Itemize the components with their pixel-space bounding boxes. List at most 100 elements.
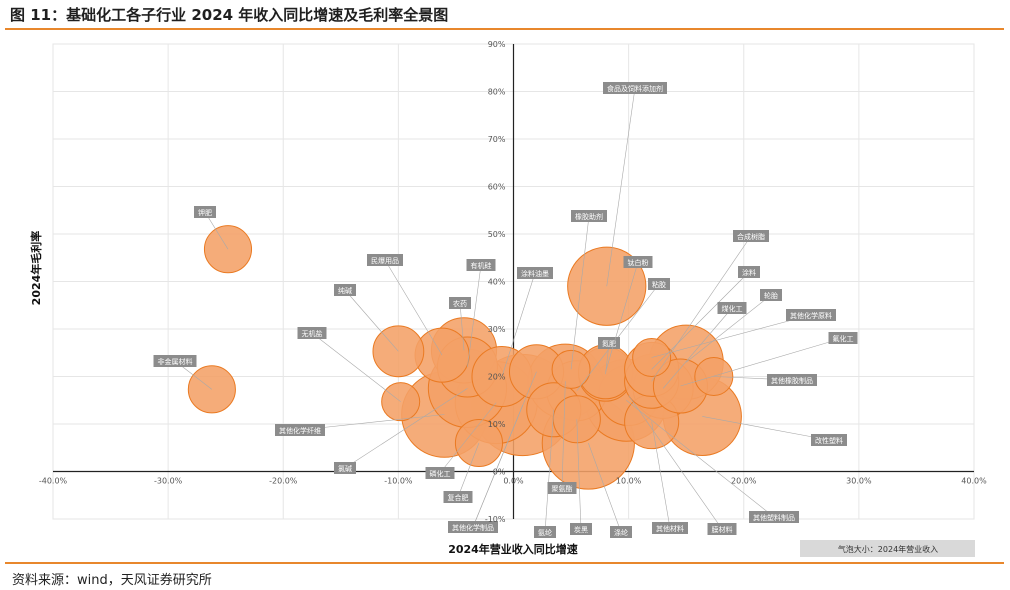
x-tick-label: -10.0%: [384, 477, 413, 486]
data-label-食品及饲料添加剂: 食品及饲料添加剂: [607, 84, 663, 93]
data-label-box: [153, 355, 197, 367]
data-label-box: [334, 284, 356, 296]
leader-line: [544, 409, 555, 533]
data-label-无机盐: 无机盐: [302, 329, 323, 338]
data-label-钛白粉: 钛白粉: [628, 258, 649, 267]
y-tick-label: 80%: [488, 88, 506, 97]
data-label-复合肥: 复合肥: [448, 493, 469, 502]
data-label-橡胶助剂: 橡胶助剂: [575, 212, 603, 221]
data-label-粘胶: 粘胶: [652, 280, 666, 289]
data-label-box: [733, 230, 769, 242]
y-tick-label: 0%: [493, 468, 506, 477]
data-label-合成树脂: 合成树脂: [737, 232, 765, 241]
leader-line: [472, 404, 523, 528]
data-label-box: [449, 297, 471, 309]
y-tick-label: 10%: [488, 420, 506, 429]
data-label-box: [786, 309, 836, 321]
tick-labels: -40.0% -30.0% -20.0% -10.0% 0.0% 10.0% 20.0% 30…: [39, 40, 987, 524]
data-label-其他化学制品: 其他化学制品: [452, 523, 494, 532]
data-label-氮肥: 氮肥: [602, 339, 616, 348]
page-title: 图 11：基础化工各子行业 2024 年收入同比增速及毛利率全景图: [10, 6, 449, 24]
data-label-煤化工: 煤化工: [722, 304, 743, 313]
x-tick-label: 0.0%: [503, 477, 524, 486]
data-label-涂料油墨: 涂料油墨: [521, 269, 549, 278]
leader-line: [501, 272, 536, 377]
data-label-磷化工: 磷化工: [430, 469, 451, 478]
x-tick-label: 30.0%: [846, 477, 872, 486]
x-axis-title: 2024年营业收入同比增速: [448, 542, 578, 556]
data-label-box: [767, 374, 817, 386]
x-tick-label: -20.0%: [269, 477, 298, 486]
y-tick-label: -10%: [485, 515, 506, 524]
size-legend: 气泡大小：2024年营业收入: [800, 540, 975, 557]
title-rule: [5, 28, 1004, 30]
y-tick-label: 30%: [488, 325, 506, 334]
leader-line: [570, 215, 590, 370]
leader-line: [467, 264, 482, 368]
footer-rule: [5, 562, 1004, 564]
data-label-钾肥: 钾肥: [198, 208, 212, 217]
data-label-涂料: 涂料: [742, 268, 756, 277]
data-label-box: [652, 522, 688, 534]
data-label-box: [443, 491, 473, 503]
leader-line: [311, 332, 401, 402]
x-tick-label: 40.0%: [961, 477, 987, 486]
data-label-其他化学纤维: 其他化学纤维: [279, 426, 321, 435]
data-label-box: [570, 523, 592, 535]
data-label-box: [749, 511, 799, 523]
data-label-氟化工: 氟化工: [833, 334, 854, 343]
x-tick-label: 20.0%: [731, 477, 757, 486]
data-label-box: [194, 206, 216, 218]
leader-line: [384, 259, 443, 356]
data-label-box: [610, 526, 632, 538]
data-label-box: [297, 327, 327, 339]
data-label-box: [811, 434, 847, 446]
leader-line: [344, 388, 468, 469]
data-label-聚氨酯: 聚氨酯: [552, 484, 573, 493]
leader-line: [702, 416, 830, 441]
data-label-box: [707, 523, 737, 535]
data-label-其他材料: 其他材料: [656, 524, 684, 533]
data-label-box: [571, 210, 607, 222]
data-label-其他塑料制品: 其他塑料制品: [753, 513, 795, 522]
data-label-氯碱: 氯碱: [338, 464, 352, 473]
leader-line: [628, 395, 723, 530]
leader-line: [680, 337, 844, 387]
y-tick-label: 60%: [488, 183, 506, 192]
leader-line: [651, 421, 671, 529]
data-label-涤纶: 涤纶: [614, 528, 628, 537]
leader-line: [626, 400, 775, 518]
bubble-labels: 钾肥非金属材料纯碱无机盐民爆用品农药有机硅其他化学纤维氯碱磷化工复合肥涂料油墨纺…: [153, 82, 858, 538]
data-label-box: [603, 82, 667, 94]
data-label-有机硅: 有机硅: [471, 261, 492, 270]
y-tick-label: 70%: [488, 135, 506, 144]
leader-line: [459, 302, 465, 351]
data-label-box: [367, 254, 403, 266]
data-label-民爆用品: 民爆用品: [371, 256, 399, 265]
x-tick-label: -30.0%: [154, 477, 183, 486]
y-tick-label: 50%: [488, 230, 506, 239]
data-label-其他化学原料: 其他化学原料: [790, 311, 832, 320]
data-label-box: [598, 337, 620, 349]
bubble-series: [187, 225, 742, 490]
leader-line: [605, 261, 639, 372]
data-label-box: [466, 259, 496, 271]
data-label-农药: 农药: [453, 299, 467, 308]
size-legend-text: 气泡大小：2024年营业收入: [838, 544, 938, 554]
leader-line: [204, 211, 229, 250]
leader-line: [457, 442, 480, 498]
leader-line: [576, 419, 582, 530]
x-tick-label: 10.0%: [616, 477, 642, 486]
data-label-box: [334, 462, 356, 474]
x-tick-label: -40.0%: [39, 477, 68, 486]
y-tick-label: 40%: [488, 278, 506, 287]
leader-line: [344, 289, 399, 352]
data-label-氨纶: 氨纶: [538, 528, 552, 537]
y-tick-label: 20%: [488, 373, 506, 382]
y-axis-title: 2024年毛利率: [29, 231, 43, 306]
data-label-轮胎: 轮胎: [764, 291, 778, 300]
leader-line: [439, 402, 497, 474]
data-label-改性塑料: 改性塑料: [815, 436, 843, 445]
data-label-膜材料: 膜材料: [712, 525, 733, 534]
data-label-box: [534, 526, 556, 538]
